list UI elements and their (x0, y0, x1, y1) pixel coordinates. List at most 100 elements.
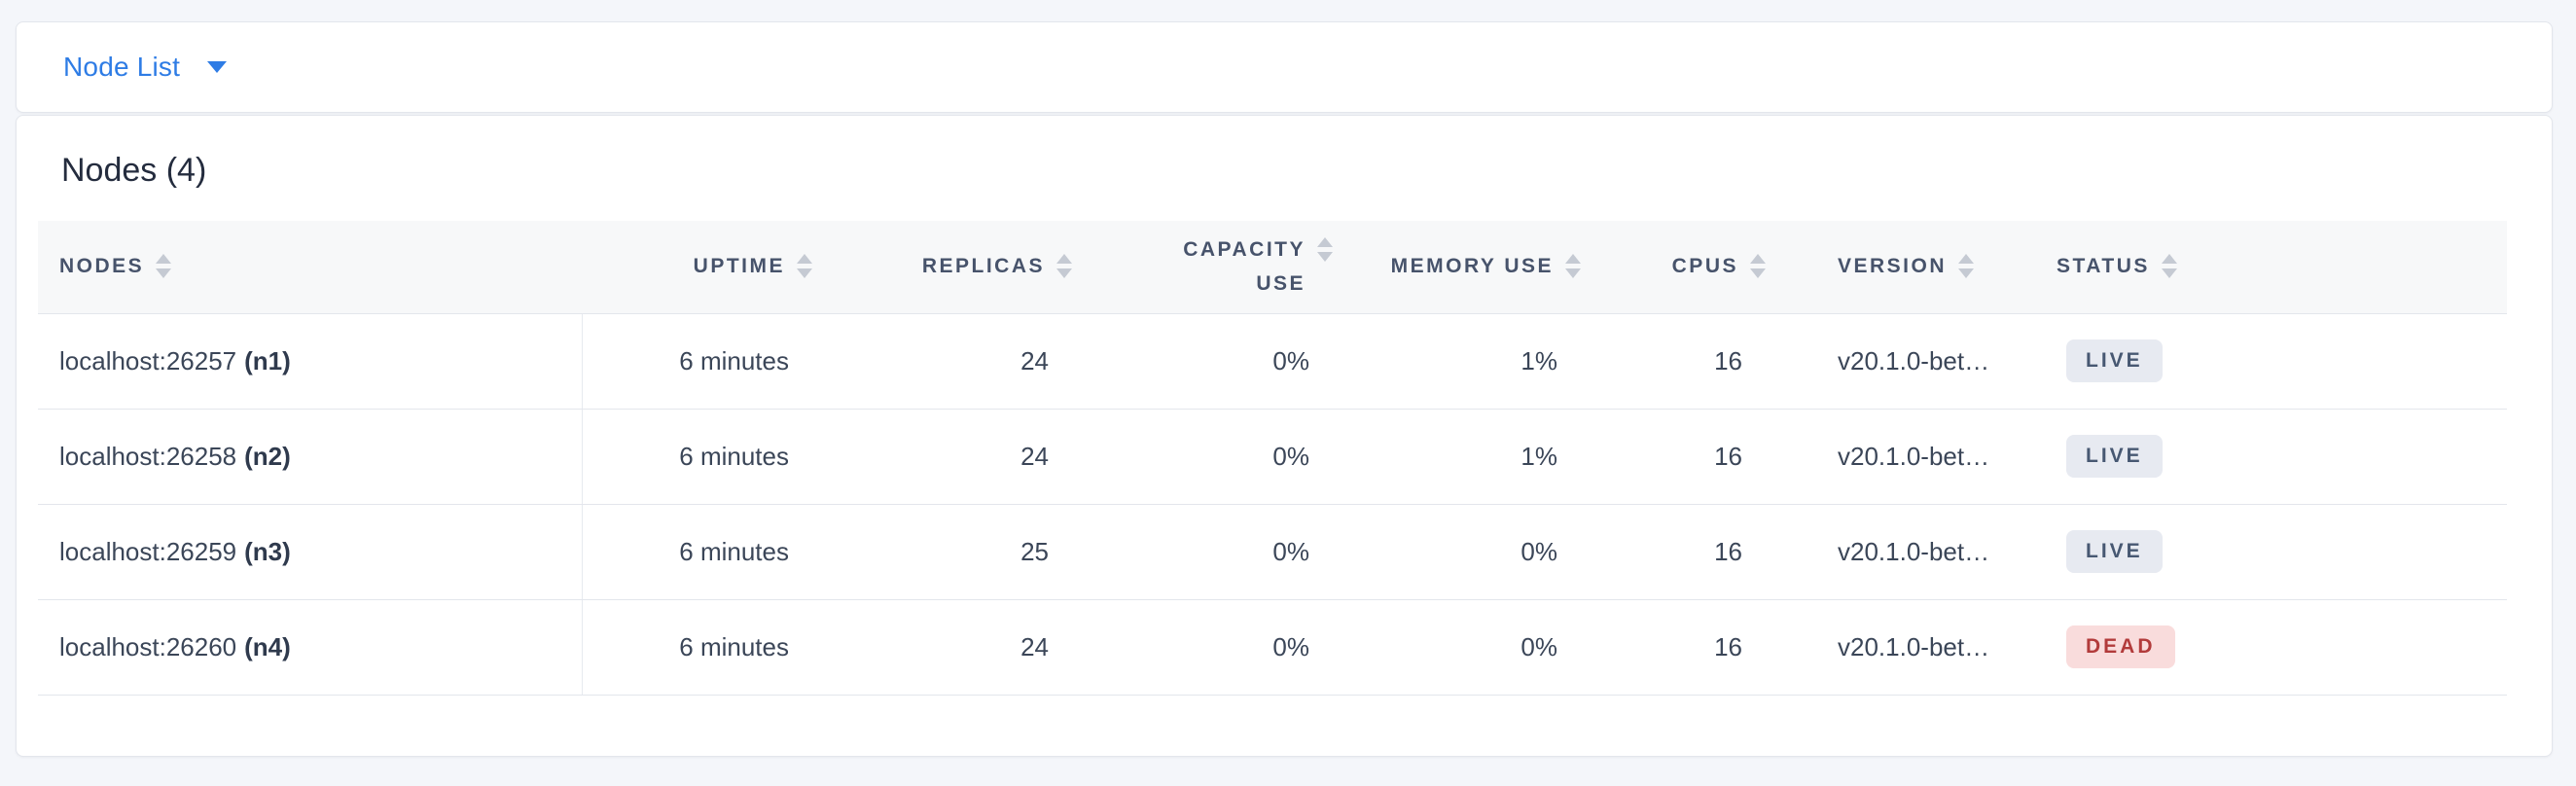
column-header-cpus[interactable]: CPUS (1581, 221, 1766, 314)
node-address-link[interactable]: localhost:26257 (59, 345, 237, 375)
column-header-inner: STATUS (2057, 249, 2177, 284)
column-header-label: UPTIME (693, 255, 785, 278)
column-header-label: STATUS (2057, 255, 2150, 278)
sort-up-icon (2161, 254, 2177, 265)
table-row[interactable]: localhost:26258 (n2) 6 minutes 24 0% 1% 16 v20.… (38, 409, 2507, 505)
sort-icon (1565, 254, 1581, 279)
cell-capacity_use: 0% (1072, 599, 1333, 696)
cell-memory_use: 1% (1333, 409, 1581, 505)
status-badge: LIVE (2066, 435, 2163, 478)
status-badge: LIVE (2066, 339, 2163, 382)
cell-cpus: 16 (1581, 599, 1766, 696)
cell-version: v20.1.0-bet… (1766, 599, 2033, 696)
column-header-label: NODES (59, 255, 145, 278)
sort-icon (1750, 254, 1766, 279)
cell-nodes: localhost:26259 (n3) (38, 504, 583, 600)
node-list-table: NODES UPTIME REPLICAS CAPACITY USE MEMORY US… (38, 221, 2507, 696)
sort-up-icon (1317, 236, 1333, 247)
column-header-replicas[interactable]: REPLICAS (812, 221, 1072, 314)
cell-status: DEAD (2033, 599, 2507, 696)
node-id: (n2) (244, 441, 291, 471)
column-header-inner: CAPACITY USE (1160, 232, 1333, 302)
sort-icon (2161, 254, 2177, 279)
sort-icon (156, 254, 172, 279)
sort-down-icon (156, 268, 172, 279)
table-row[interactable]: localhost:26257 (n1) 6 minutes 24 0% 1% 16 v20.… (38, 313, 2507, 410)
cell-version: v20.1.0-bet… (1766, 409, 2033, 505)
cell-cpus: 16 (1581, 313, 1766, 410)
column-header-inner: NODES (59, 249, 172, 284)
column-header-label: CAPACITY USE (1183, 237, 1306, 296)
view-selector-dropdown[interactable]: Node List (16, 21, 2553, 113)
sort-up-icon (1750, 254, 1766, 265)
status-badge: LIVE (2066, 530, 2163, 573)
table-row[interactable]: localhost:26259 (n3) 6 minutes 25 0% 0% 16 v20.… (38, 504, 2507, 600)
view-selector-label: Node List (63, 52, 181, 82)
node-address-link[interactable]: localhost:26260 (59, 631, 237, 661)
cell-replicas: 25 (812, 504, 1072, 600)
table-row[interactable]: localhost:26260 (n4) 6 minutes 24 0% 0% 16 v20.… (38, 599, 2507, 696)
column-header-uptime[interactable]: UPTIME (582, 221, 812, 314)
cell-status: LIVE (2033, 504, 2507, 600)
column-header-inner: MEMORY USE (1391, 249, 1581, 284)
node-id: (n1) (244, 345, 291, 375)
node-address-link[interactable]: localhost:26258 (59, 441, 237, 471)
page-title: Nodes (4) (61, 152, 207, 189)
cell-uptime: 6 minutes (582, 313, 812, 410)
sort-icon (1317, 236, 1333, 262)
cell-uptime: 6 minutes (582, 504, 812, 600)
sort-down-icon (1056, 268, 1072, 279)
cell-memory_use: 1% (1333, 313, 1581, 410)
caret-down-icon (207, 61, 228, 73)
sort-up-icon (1565, 254, 1581, 265)
column-header-inner: VERSION (1838, 249, 1975, 284)
sort-icon (1056, 254, 1072, 279)
cell-replicas: 24 (812, 409, 1072, 505)
column-header-memory_use[interactable]: MEMORY USE (1333, 221, 1581, 314)
column-header-label: REPLICAS (921, 255, 1045, 278)
sort-icon (1958, 254, 1975, 279)
cell-memory_use: 0% (1333, 599, 1581, 696)
header-row: NODES UPTIME REPLICAS CAPACITY USE MEMORY US… (38, 221, 2507, 314)
table-header: NODES UPTIME REPLICAS CAPACITY USE MEMORY US… (38, 221, 2507, 314)
node-id: (n3) (244, 536, 291, 566)
column-header-label: MEMORY USE (1390, 255, 1554, 278)
sort-up-icon (797, 254, 812, 265)
column-header-nodes[interactable]: NODES (38, 221, 582, 314)
status-badge: DEAD (2066, 625, 2175, 668)
column-header-inner: UPTIME (694, 249, 812, 284)
sort-up-icon (1056, 254, 1072, 265)
table-body: localhost:26257 (n1) 6 minutes 24 0% 1% 16 v20.… (38, 313, 2507, 696)
cell-nodes: localhost:26258 (n2) (38, 409, 583, 505)
cell-capacity_use: 0% (1072, 409, 1333, 505)
cell-replicas: 24 (812, 599, 1072, 696)
cell-uptime: 6 minutes (582, 409, 812, 505)
cell-nodes: localhost:26257 (n1) (38, 313, 583, 410)
column-header-status[interactable]: STATUS (2033, 221, 2507, 314)
sort-down-icon (797, 268, 812, 279)
node-address-link[interactable]: localhost:26259 (59, 536, 237, 566)
cell-nodes: localhost:26260 (n4) (38, 599, 583, 696)
column-header-inner: CPUS (1672, 249, 1766, 284)
cell-replicas: 24 (812, 313, 1072, 410)
cell-cpus: 16 (1581, 504, 1766, 600)
cell-version: v20.1.0-bet… (1766, 504, 2033, 600)
node-id: (n4) (244, 631, 291, 661)
column-header-version[interactable]: VERSION (1766, 221, 2033, 314)
cell-capacity_use: 0% (1072, 313, 1333, 410)
page: Node List Nodes (4) NODES UPTIME REPLICAS C… (16, 21, 2553, 757)
sort-down-icon (1317, 251, 1333, 262)
cell-cpus: 16 (1581, 409, 1766, 505)
sort-icon (797, 254, 812, 279)
column-header-label: CPUS (1671, 255, 1738, 278)
column-header-label: VERSION (1838, 255, 1948, 278)
sort-down-icon (1958, 268, 1975, 279)
column-header-inner: REPLICAS (922, 249, 1072, 284)
cell-capacity_use: 0% (1072, 504, 1333, 600)
cell-version: v20.1.0-bet… (1766, 313, 2033, 410)
column-header-capacity_use[interactable]: CAPACITY USE (1072, 221, 1333, 314)
cell-memory_use: 0% (1333, 504, 1581, 600)
cell-uptime: 6 minutes (582, 599, 812, 696)
sort-up-icon (156, 254, 172, 265)
cell-status: LIVE (2033, 313, 2507, 410)
